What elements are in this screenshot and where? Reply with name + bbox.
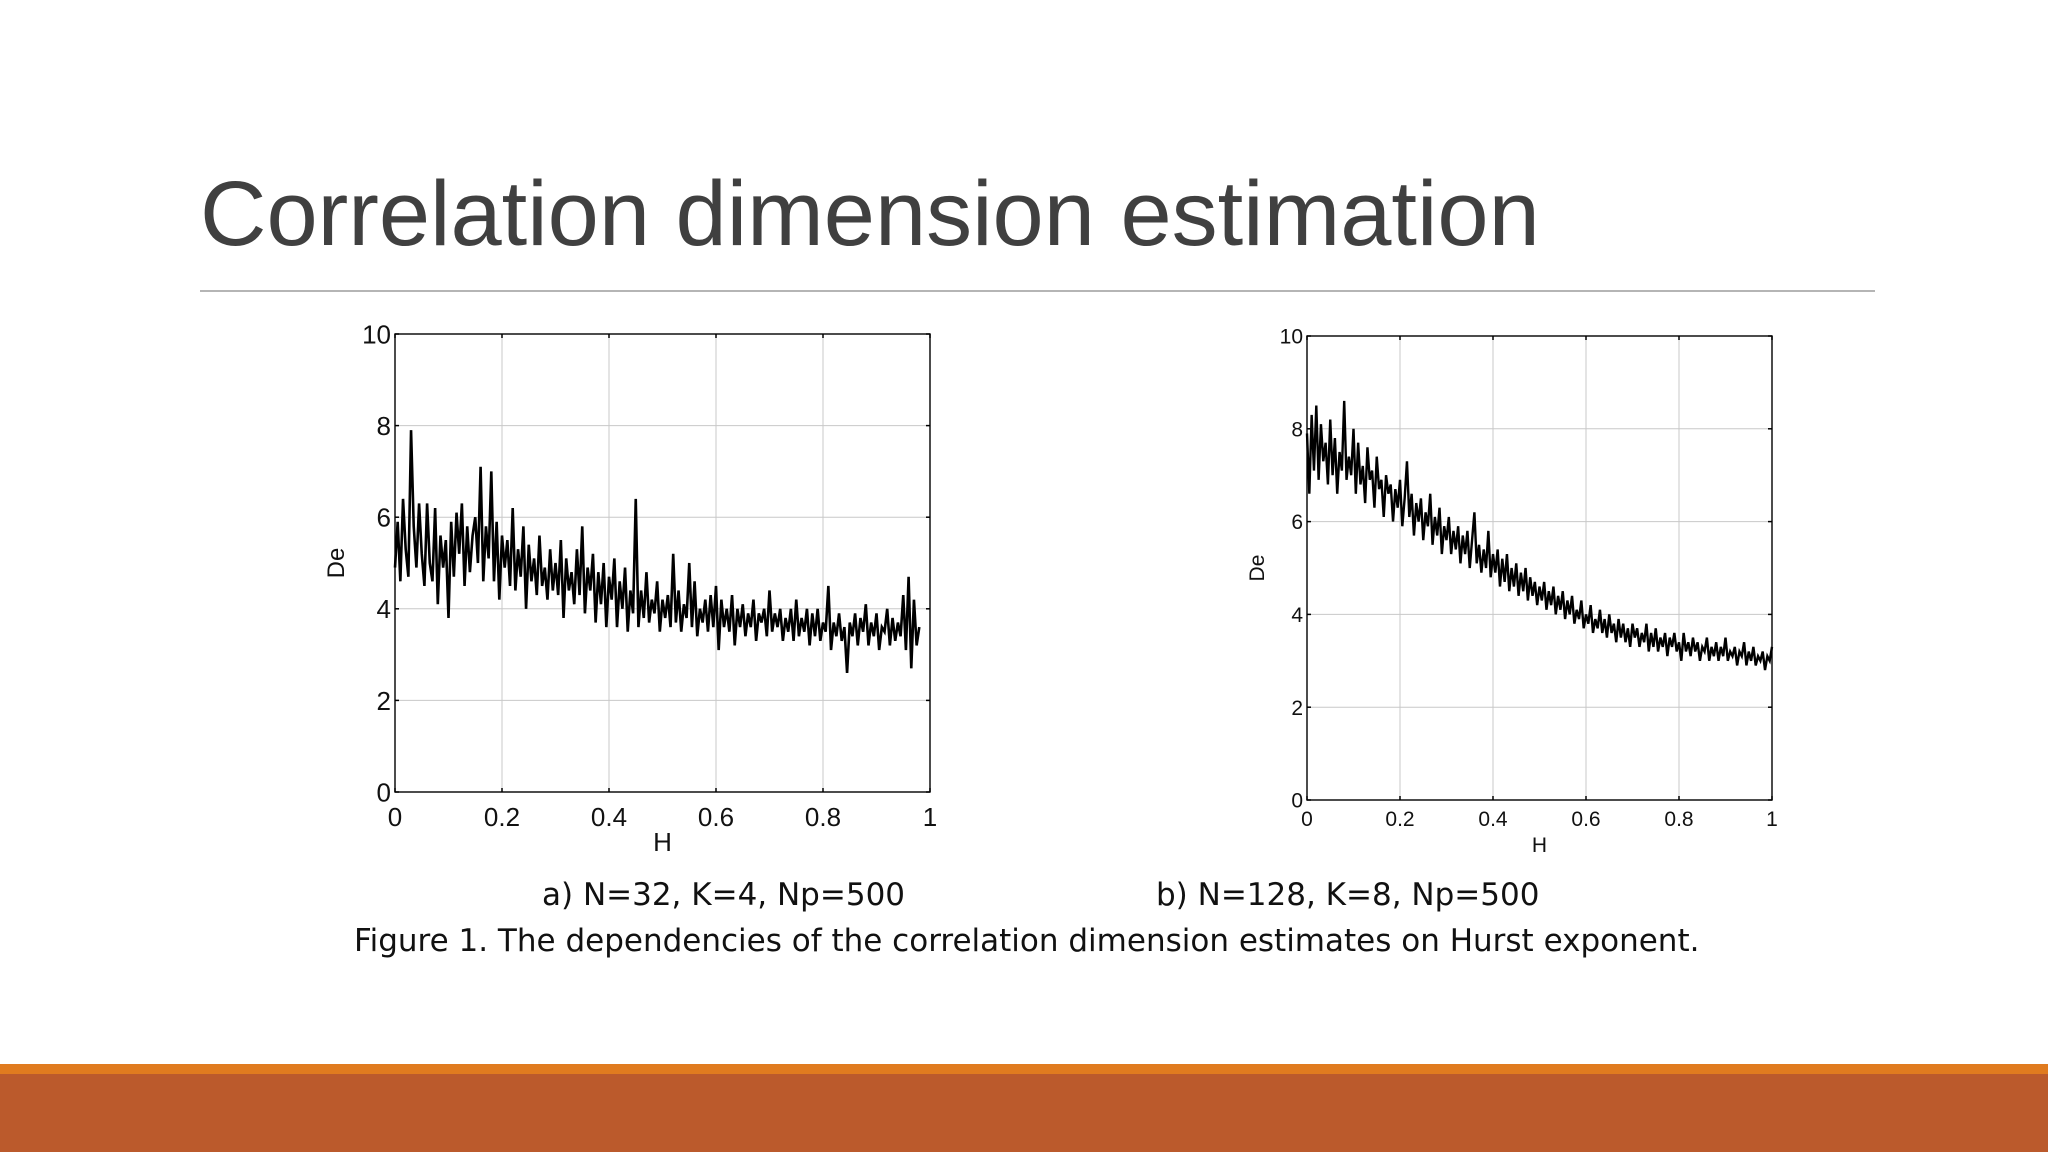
chart-a-ytick-label-1: 2 [377,686,391,716]
footer-bar [0,1074,2048,1152]
chart-a-ytick-label-4: 8 [377,411,391,441]
chart-b-ytick-label-4: 8 [1291,418,1303,441]
chart-a-xtick-label-3: 0.6 [698,802,734,832]
chart-b-axes-frame [1306,335,1773,801]
chart-a-axes-frame [394,333,931,793]
chart-b-ytick-label-1: 2 [1291,697,1303,720]
slide-title: Correlation dimension estimation [200,163,1540,265]
chart-b-xtick-label-0: 0 [1301,808,1313,831]
accent-bar [0,1064,2048,1074]
chart-b-ytick-label-5: 10 [1280,326,1303,349]
chart-b-plot-area [1307,336,1772,800]
chart-a-caption: a) N=32, K=4, Np=500 [542,877,906,913]
chart-b-ylabel: De [1246,555,1269,582]
chart-b-ytick-label-2: 4 [1291,604,1303,627]
chart-b-xlabel: H [1532,834,1547,857]
chart-a-plot-area [395,334,930,792]
chart-b-xtick-label-1: 0.2 [1385,808,1414,831]
chart-a-xtick-label-5: 1 [923,802,937,832]
chart-b-ytick-label-0: 0 [1291,790,1303,813]
chart-b-ytick-label-3: 6 [1291,511,1303,534]
chart-b-xtick-label-5: 1 [1766,808,1778,831]
chart-a-ylabel: De [323,548,350,579]
chart-a-xtick-label-0: 0 [388,802,402,832]
chart-b-xtick-label-4: 0.8 [1664,808,1693,831]
chart-a-ytick-label-0: 0 [377,777,391,807]
chart-a-xlabel: H [653,827,672,857]
chart-b-xtick-label-3: 0.6 [1571,808,1600,831]
chart-a-series-line-0 [393,430,921,673]
chart-a-ytick-label-3: 6 [377,503,391,533]
chart-b-series-line-0 [1305,400,1774,671]
chart-b-xtick-label-2: 0.4 [1478,808,1508,831]
chart-a-ytick-label-5: 10 [362,319,391,349]
chart-a-xtick-label-2: 0.4 [591,802,627,832]
chart-a-xtick-label-1: 0.2 [484,802,520,832]
chart-a-ytick-label-2: 4 [377,594,391,624]
title-divider [200,290,1875,292]
chart-a-xtick-label-4: 0.8 [805,802,841,832]
figure-caption: Figure 1. The dependencies of the correl… [354,923,1700,959]
chart-b-caption: b) N=128, K=8, Np=500 [1156,877,1540,913]
